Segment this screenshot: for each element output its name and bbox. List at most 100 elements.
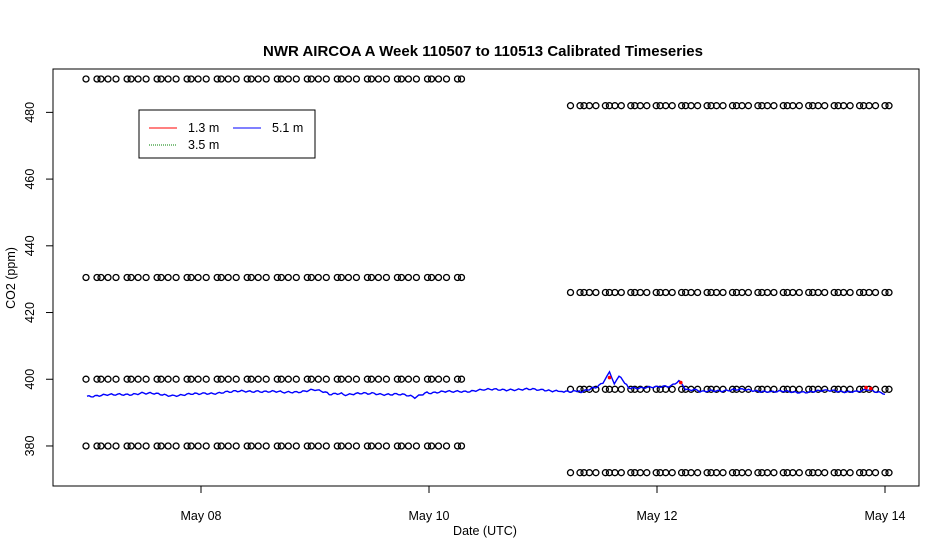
cal-point-extra-0-2-34 [427, 375, 436, 383]
cal-point-0-0-17 [254, 75, 262, 83]
cal-point-0-2-19 [273, 375, 281, 383]
cal-point-1-1-15 [693, 288, 702, 297]
cal-point-extra-0-0-34 [427, 75, 436, 83]
cal-point-0-0-15 [232, 75, 240, 83]
cal-point-1-3-33 [846, 469, 854, 477]
cal-point-1-1-19 [728, 288, 737, 297]
cal-point-0-2-36 [442, 375, 451, 383]
cal-point-0-3-17 [254, 442, 262, 450]
cal-point-extra-0-1-1 [97, 273, 105, 282]
cal-point-0-3-22 [303, 442, 311, 450]
cal-point-1-0-21 [744, 102, 753, 110]
cal-point-1-0-37 [881, 102, 889, 110]
cal-point-0-3-12 [202, 442, 210, 450]
cal-point-0-3-24 [322, 442, 330, 450]
cal-point-extra-0-3-13 [217, 442, 225, 450]
cal-point-0-3-21 [292, 442, 300, 450]
cal-point-extra-0-3-19 [277, 442, 285, 450]
cal-point-0-0-8 [164, 75, 172, 83]
cal-point-0-1-36 [442, 273, 451, 282]
cal-point-0-2-2 [104, 375, 112, 383]
cal-point-0-1-7 [153, 273, 161, 282]
cal-point-extra-0-3-16 [247, 442, 255, 450]
cal-point-extra-0-2-13 [217, 375, 225, 383]
cal-point-0-0-4 [123, 75, 131, 83]
cal-point-0-1-24 [322, 273, 330, 282]
cal-point-0-3-37 [453, 442, 462, 450]
cal-point-extra-0-2-4 [127, 375, 135, 383]
cal-point-0-3-8 [164, 442, 172, 450]
cal-point-1-0-16 [703, 102, 711, 110]
cal-point-0-3-16 [243, 442, 251, 450]
cal-point-1-0-28 [805, 102, 813, 110]
cal-point-1-3-15 [693, 469, 702, 477]
cal-point-1-3-9 [643, 469, 651, 477]
cal-point-1-1-31 [830, 288, 838, 297]
cal-point-0-0-31 [393, 75, 402, 83]
cal-point-extra-0-0-25 [337, 75, 345, 83]
cal-point-0-3-34 [423, 442, 432, 450]
cal-point-extra-0-3-25 [337, 442, 345, 450]
cal-point-extra-0-1-31 [397, 273, 406, 282]
cal-point-0-2-26 [344, 375, 353, 383]
cal-point-0-3-0 [82, 442, 90, 450]
cal-point-0-0-23 [314, 75, 322, 83]
cal-point-0-2-29 [374, 375, 383, 383]
cal-point-extra-0-1-28 [367, 273, 376, 282]
cal-point-0-3-29 [374, 442, 383, 450]
cal-point-0-2-23 [314, 375, 322, 383]
cal-point-1-1-6 [617, 288, 625, 297]
cal-point-extra-0-2-19 [277, 375, 285, 383]
cal-point-1-3-25 [779, 469, 787, 477]
cal-point-1-3-30 [821, 469, 829, 477]
cal-point-extra-0-2-10 [187, 375, 195, 383]
cal-point-0-3-9 [172, 442, 180, 450]
cal-point-0-1-18 [262, 273, 270, 282]
cal-point-0-2-22 [303, 375, 311, 383]
cal-point-0-3-10 [183, 442, 191, 450]
series-point-1-3-m-1 [679, 380, 683, 385]
cal-point-1-2-31 [830, 385, 838, 393]
cal-point-0-3-1 [93, 442, 101, 450]
cal-point-1-1-7 [627, 288, 635, 297]
cal-point-1-1-25 [779, 288, 787, 297]
cal-point-1-2-12 [668, 385, 676, 393]
cal-point-1-3-21 [744, 469, 753, 477]
cal-point-extra-0-2-7 [157, 375, 165, 383]
cal-point-1-0-12 [668, 102, 676, 110]
cal-point-extra-0-0-4 [127, 75, 135, 83]
cal-point-1-3-36 [871, 469, 880, 477]
y-tick-label-5: 480 [23, 102, 37, 123]
cal-point-0-1-31 [393, 273, 402, 282]
cal-point-0-1-4 [123, 273, 131, 282]
cal-point-extra-0-1-4 [127, 273, 135, 282]
cal-point-0-2-18 [262, 375, 270, 383]
cal-point-0-0-18 [262, 75, 270, 83]
cal-point-0-0-19 [273, 75, 281, 83]
cal-point-1-1-16 [703, 288, 711, 297]
cal-point-0-1-25 [333, 273, 341, 282]
cal-point-0-0-35 [434, 75, 443, 83]
cal-point-0-1-13 [213, 273, 221, 282]
cal-point-extra-0-2-25 [337, 375, 345, 383]
cal-point-1-1-21 [744, 288, 753, 297]
cal-point-1-0-3 [592, 102, 600, 110]
cal-point-1-3-1 [576, 469, 584, 477]
cal-point-0-3-35 [434, 442, 443, 450]
series-point-1-3-m-2 [864, 385, 868, 390]
cal-point-0-2-4 [123, 375, 131, 383]
x-axis-label: Date (UTC) [453, 524, 517, 538]
cal-point-extra-0-3-34 [427, 442, 436, 450]
cal-point-0-3-27 [352, 442, 361, 450]
cal-point-0-1-29 [374, 273, 383, 282]
cal-point-1-3-19 [728, 469, 737, 477]
cal-point-0-0-34 [423, 75, 432, 83]
cal-point-0-0-12 [202, 75, 210, 83]
cal-point-0-2-7 [153, 375, 161, 383]
cal-point-extra-0-0-28 [367, 75, 376, 83]
cal-point-0-2-30 [382, 375, 391, 383]
cal-point-extra-0-0-7 [157, 75, 165, 83]
cal-point-1-2-22 [754, 385, 762, 393]
cal-point-0-1-6 [142, 273, 150, 282]
cal-point-1-1-4 [601, 288, 610, 297]
